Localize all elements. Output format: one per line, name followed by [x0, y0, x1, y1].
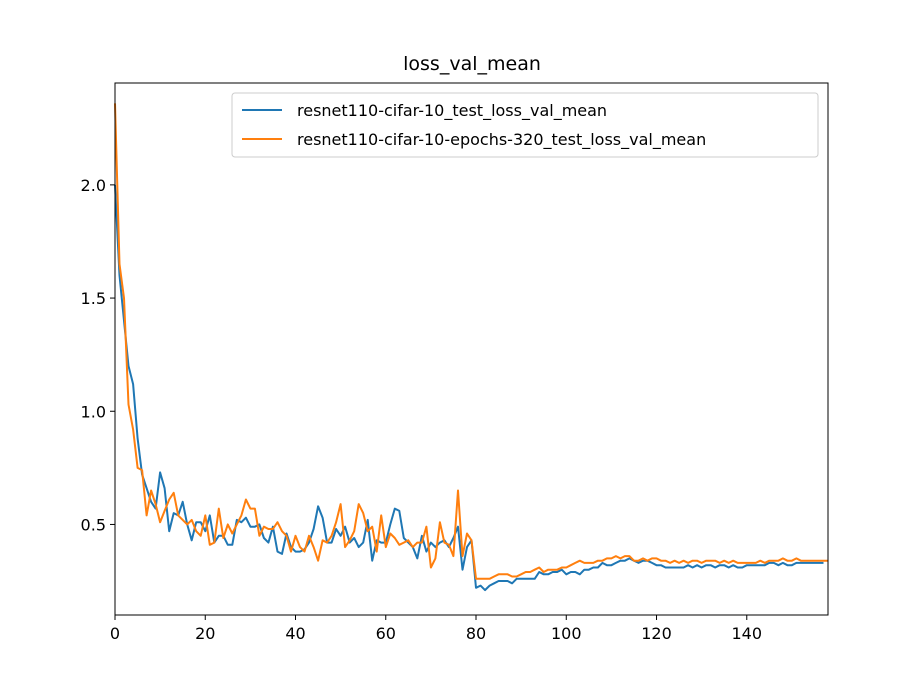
y-tick-label: 0.5 [81, 515, 106, 534]
x-tick-label: 20 [195, 624, 215, 643]
x-tick-label: 80 [466, 624, 486, 643]
y-tick-label: 1.0 [81, 402, 106, 421]
chart-title: loss_val_mean [403, 53, 541, 75]
x-tick-label: 100 [551, 624, 582, 643]
legend-frame [231, 92, 819, 158]
legend: resnet110-cifar-10_test_loss_val_meanres… [231, 92, 819, 158]
y-axis: 0.5 1.0 1.5 2.0 [81, 176, 115, 534]
x-axis: 0 20 40 60 80 100 120 140 [110, 615, 762, 643]
x-tick-label: 60 [376, 624, 396, 643]
axes-frame [114, 82, 829, 616]
legend-label-2: resnet110-cifar-10-epochs-320_test_loss_… [297, 130, 706, 150]
y-tick-label: 2.0 [81, 176, 106, 195]
series-line-2 [114, 103, 828, 580]
plot-area [114, 103, 828, 592]
x-tick-label: 0 [110, 624, 120, 643]
x-tick-label: 40 [285, 624, 305, 643]
x-tick-label: 140 [731, 624, 762, 643]
legend-label-1: resnet110-cifar-10_test_loss_val_mean [297, 101, 607, 121]
series-line-1 [114, 184, 824, 592]
y-tick-label: 1.5 [81, 289, 106, 308]
x-tick-label: 120 [641, 624, 672, 643]
